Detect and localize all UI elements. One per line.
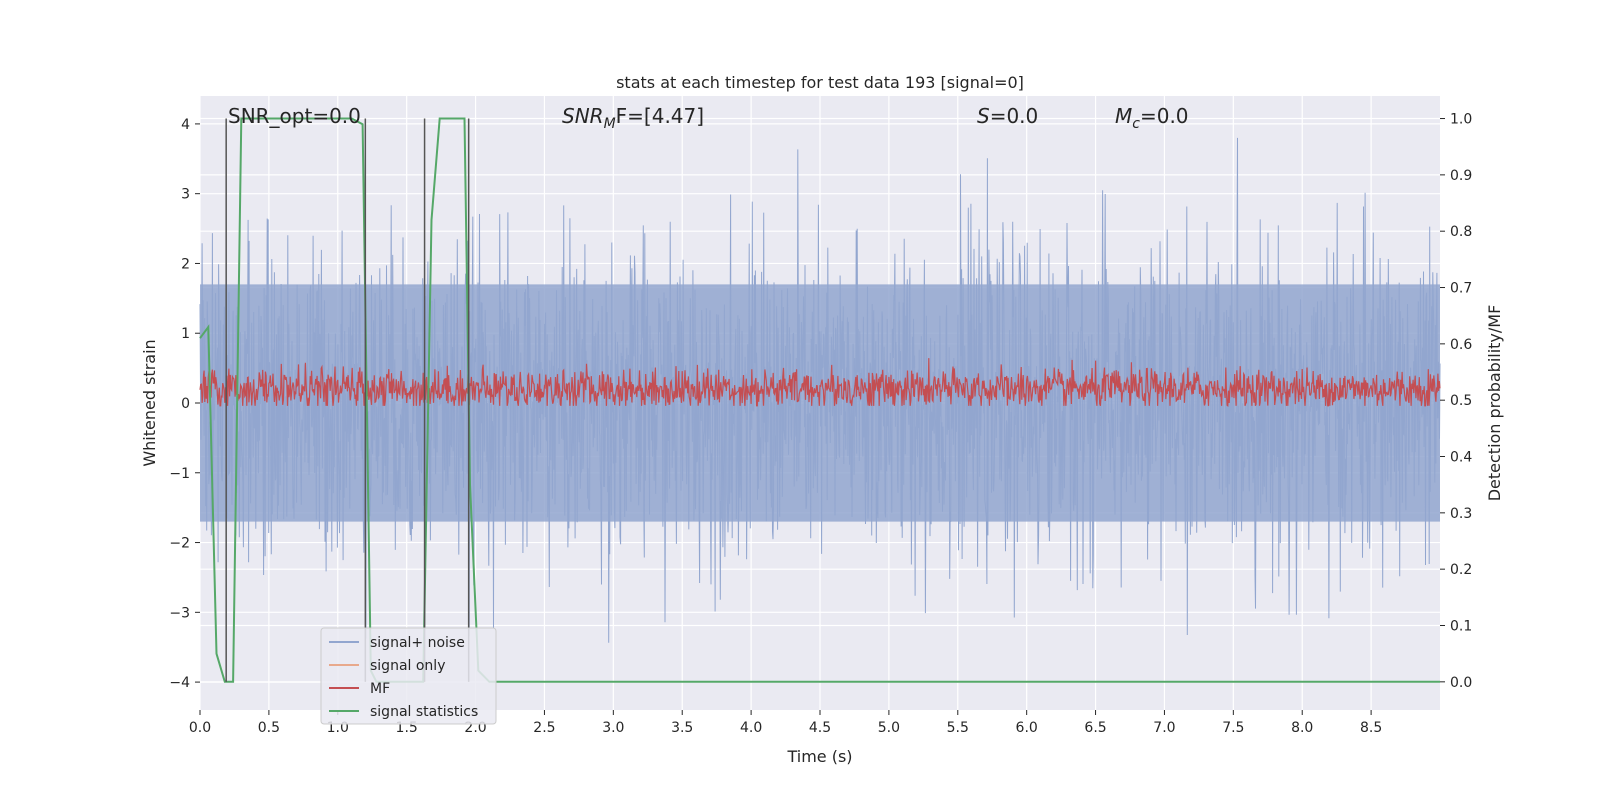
- legend-entry: signal statistics: [370, 704, 478, 720]
- x-tick-label: 0.5: [258, 720, 280, 736]
- y-right-tick-label: 0.7: [1450, 281, 1472, 297]
- snr-mf-sub: M: [604, 116, 616, 132]
- x-tick-label: 4.5: [809, 720, 831, 736]
- chart-title: stats at each timestep for test data 193…: [616, 73, 1024, 92]
- mc-annotation: Mc=0.0: [1115, 104, 1189, 132]
- snr-opt-annotation: SNR_opt=0.0: [228, 104, 361, 128]
- mf-line: [199, 358, 1441, 407]
- y-right-tick-label: 0.4: [1450, 450, 1472, 466]
- y-right-tick-label: 0.2: [1450, 562, 1472, 578]
- x-tick-label: 6.5: [1084, 720, 1106, 736]
- y-left-tick-label: 3: [181, 187, 190, 203]
- y-left-axis-label: Whitened strain: [140, 339, 159, 466]
- legend-entry: signal only: [370, 658, 445, 674]
- legend-entry: MF: [370, 681, 390, 697]
- x-tick-label: 6.0: [1016, 720, 1038, 736]
- x-tick-label: 7.5: [1222, 720, 1244, 736]
- s-value: =0.0: [990, 104, 1039, 128]
- y-left-tick-label: −1: [169, 466, 190, 482]
- detection-markers: [225, 118, 470, 682]
- s-label: S: [977, 104, 990, 128]
- y-right-tick-label: 0.3: [1450, 506, 1472, 522]
- y-right-tick-label: 0.0: [1450, 675, 1472, 691]
- x-tick-label: 4.0: [740, 720, 762, 736]
- snr-mf-rest: F=[4.47]: [616, 104, 704, 128]
- mc-base: M: [1115, 104, 1132, 128]
- snr-mf-annotation: SNRMF=[4.47]: [562, 104, 704, 132]
- x-tick-label: 7.0: [1153, 720, 1175, 736]
- x-tick-label: 3.0: [602, 720, 624, 736]
- y-right-tick-label: 0.9: [1450, 168, 1472, 184]
- series-signal-noise: [199, 137, 1441, 643]
- y-right-tick-label: 1.0: [1450, 112, 1472, 128]
- x-tick-label: 2.5: [533, 720, 555, 736]
- y-right-tick-label: 0.5: [1450, 393, 1472, 409]
- x-tick-label: 0.0: [189, 720, 211, 736]
- y-left-tick-label: −4: [169, 675, 190, 691]
- legend-box: [320, 627, 497, 725]
- y-left-tick-label: −3: [169, 605, 190, 621]
- x-axis-ticks: 0.0 0.5 1.0 1.5 2.0 2.5 3.0 3.5 4.0 4.5 5.0 5.5 6.0 6…: [189, 710, 1382, 736]
- mc-value: =0.0: [1140, 104, 1189, 128]
- x-tick-label: 8.5: [1360, 720, 1382, 736]
- y-right-tick-label: 0.6: [1450, 337, 1472, 353]
- x-axis-label: Time (s): [786, 747, 852, 766]
- y-right-axis-ticks: 0.0 0.1 0.2 0.3 0.4 0.5 0.6 0.7 0.8 0.9 1.0: [1440, 112, 1472, 691]
- y-left-tick-label: 0: [181, 396, 190, 412]
- y-right-tick-label: 0.8: [1450, 224, 1472, 240]
- y-left-axis-ticks: −4 −3 −2 −1 0 1 2 3 4: [169, 117, 200, 691]
- s-annotation: S=0.0: [977, 104, 1038, 128]
- y-left-tick-label: 1: [181, 326, 190, 342]
- y-left-tick-label: 4: [181, 117, 190, 133]
- snr-mf-base: SNR: [562, 104, 604, 128]
- y-left-tick-label: −2: [169, 536, 190, 552]
- x-tick-label: 8.0: [1291, 720, 1313, 736]
- x-tick-label: 5.0: [878, 720, 900, 736]
- y-right-tick-label: 0.1: [1450, 619, 1472, 635]
- mc-sub: c: [1132, 116, 1140, 132]
- x-tick-label: 3.5: [671, 720, 693, 736]
- y-left-tick-label: 2: [181, 256, 190, 272]
- series-mf: [199, 358, 1441, 407]
- y-right-axis-label: Detection probability/MF: [1485, 305, 1504, 502]
- noise-line: [199, 137, 1441, 643]
- x-tick-label: 5.5: [947, 720, 969, 736]
- legend: signal+ noise signal only MF signal statist…: [320, 627, 497, 725]
- legend-entry: signal+ noise: [370, 635, 465, 651]
